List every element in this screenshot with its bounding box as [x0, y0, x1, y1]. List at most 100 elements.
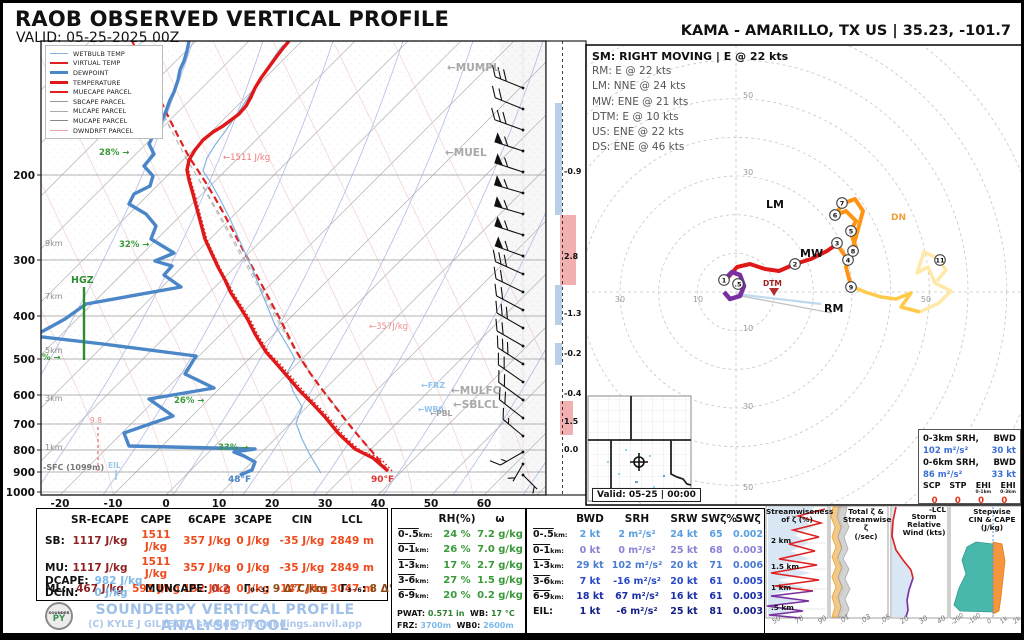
legend-label: MUCAPE PARCEL [73, 116, 128, 125]
virtual-temp-trace [188, 170, 393, 472]
temp-tick: -20 [51, 498, 70, 510]
km-marker-label: 1 [722, 277, 727, 285]
stepwise-cin-fill [953, 541, 994, 613]
storm-motion-line: LM: NNE @ 24 kts [592, 80, 686, 93]
pressure-tick: 300 [13, 255, 35, 267]
panel-tick: 40 [936, 614, 948, 626]
srw-panel: 20 30 40 [890, 505, 949, 626]
km-marker-label: 6 [833, 212, 838, 220]
kinematics-table: BWD SRH SRW SWζ% SWζ 0-.5km: 2 kt 2 m²/s² 2… [526, 508, 765, 635]
omega-strip: -0.9 2.8 -1.3 -0.2 -0.4 1.5 0.0 [545, 40, 587, 496]
index-label: STP [949, 481, 967, 490]
pressure-tick: 800 [13, 445, 35, 457]
panel-tick: 50 [771, 614, 783, 626]
panel-tick: 20 [899, 614, 911, 626]
table-row: 0-1km: 26 % 7.0 g/kg [398, 544, 523, 556]
panel-ylabel: .5 km [771, 603, 794, 612]
storm-motion-line: US: ENE @ 22 kts [592, 126, 684, 139]
streamwiseness-panel: 50 70 90 [765, 505, 829, 626]
ring-label: 30 [743, 402, 753, 411]
map-valid-label: Valid: 05-25 | 00:00 [592, 488, 701, 502]
wetbulb-trace [202, 44, 322, 474]
legend-item: DWNDRFT PARCEL [50, 126, 158, 136]
ring-label: 10 [743, 324, 753, 333]
streamwise-vorticity-ribbon [836, 506, 851, 618]
lcl-label: -LCL [929, 506, 946, 514]
dtm-marker [769, 288, 779, 296]
srw-line-lower [905, 577, 914, 618]
index-label: EHI 0-3km [1000, 481, 1016, 496]
station-crosshair-icon [630, 453, 648, 471]
ring-label: 30 [743, 168, 753, 177]
ring-label: 30 [615, 295, 625, 304]
height-label: 3km [45, 394, 63, 403]
srh-value: 102 m²/s² [923, 446, 969, 456]
storm-motion-line: DS: ENE @ 46 kts [592, 141, 685, 154]
height-label: 1km [45, 443, 63, 452]
srh-label: 0-6km SRH, [923, 458, 979, 468]
pressure-tickmarks [37, 174, 41, 493]
rh-annotation: 28% → [99, 148, 129, 158]
storm-motion-line: RM: E @ 22 kts [592, 65, 672, 78]
pbl-label: ←PBL [430, 409, 452, 418]
km-marker-label: .5 [735, 281, 742, 289]
storm-motion-vector-blue [735, 292, 822, 306]
pressure-tick: 600 [13, 390, 35, 402]
dewpoint-trace [41, 41, 257, 477]
wetbulb-line-swatch [50, 53, 68, 55]
pressure-tick: 900 [13, 467, 35, 479]
dtm-label: DTM [763, 279, 782, 288]
vorticity-panel: .01 .03 .05 [829, 505, 893, 626]
bwd-label: BWD [993, 434, 1016, 444]
table-row: 6-9km: 20 % 0.2 g/kg [398, 589, 523, 601]
omega-value: -0.2 [564, 349, 582, 358]
moisture-header-row: RH(%) ω [392, 513, 525, 525]
hodo-trace-0-1km [722, 269, 747, 302]
omega-value: -0.9 [564, 167, 582, 176]
virtual-temp-line-swatch [50, 62, 68, 65]
sbcape-line-swatch [50, 101, 68, 103]
table-row: 3-6km: 7 kt -16 m²/s² 20 kt 61 0.005 [533, 575, 764, 587]
hodo-km-markers: .5 1 2 3 4 5 6 7 8 9 11 [718, 197, 946, 293]
figure-canvas: 200 300 400 500 600 700 800 900 1000 -20… [6, 40, 1021, 627]
cape3-annotation: ←357J/kg [369, 322, 408, 332]
muncape-row: MUNCAPE: 0.2 Γ₀₋₃: 9 Δ°C/km Γ₃₋₆: 8 Δ°C/… [145, 583, 423, 595]
panel-ylabel: 2 km [771, 536, 792, 545]
srw-title: Storm Relative Wind (kts) [902, 512, 946, 538]
legend-item: WETBULB TEMP [50, 49, 158, 59]
srw-line-upper [891, 506, 914, 579]
rh-annotation: % → [42, 353, 61, 363]
rh-annotation: 33% → [218, 443, 248, 453]
col-header: SRH [624, 513, 650, 525]
eil-label: EIL [108, 461, 121, 470]
moisture-table: RH(%) ω 0-.5km: 24 % 7.2 g/kg 0-1km: 26 % 7.0… [391, 508, 526, 635]
legend-label: DWNDRFT PARCEL [73, 126, 134, 135]
logo-text: SOUNDER [48, 609, 70, 615]
omega-bar-positive [560, 401, 573, 435]
pressure-tick: 400 [13, 311, 35, 323]
wb0-label: ←WB0 [418, 405, 444, 414]
frz-label: ←FRZ [421, 381, 445, 390]
surface-temp-label: 90°F [371, 475, 394, 485]
state-borders [588, 396, 692, 501]
legend-label: MLCAPE PARCEL [73, 107, 127, 116]
km-marker-label: 2 [793, 261, 798, 269]
col-header: LCL [341, 514, 363, 526]
ring-label: 50 [743, 483, 753, 492]
mucape-line-swatch [50, 120, 68, 122]
page-title: RAOB OBSERVED VERTICAL PROFILE [15, 7, 450, 31]
vorticity-title: Total ζ & Streamwise ζ (/sec) [843, 507, 892, 541]
streamwiseness-fill [768, 507, 815, 617]
pressure-tick: 500 [13, 354, 35, 366]
index-label: EHI 0-1km [975, 481, 992, 496]
storm-motion-block: SM: RIGHT MOVING | E @ 22 kts RM: E @ 22… [592, 49, 788, 155]
storm-motion-line: MW: ENE @ 21 kts [592, 95, 689, 108]
skewt-legend: WETBULB TEMP VIRTUAL TEMP DEWPOINT TEMPE… [45, 45, 163, 140]
height-label: 5km [45, 346, 63, 355]
mlcape-parcel-trace [129, 45, 387, 471]
rm-label: RM [824, 302, 843, 315]
surface-dewpoint-label: 48°F [228, 475, 251, 485]
index-value: 0 [954, 496, 961, 506]
col-header: ω [495, 513, 505, 525]
table-row: 3-6km: 27 % 1.5 g/kg [398, 574, 523, 586]
